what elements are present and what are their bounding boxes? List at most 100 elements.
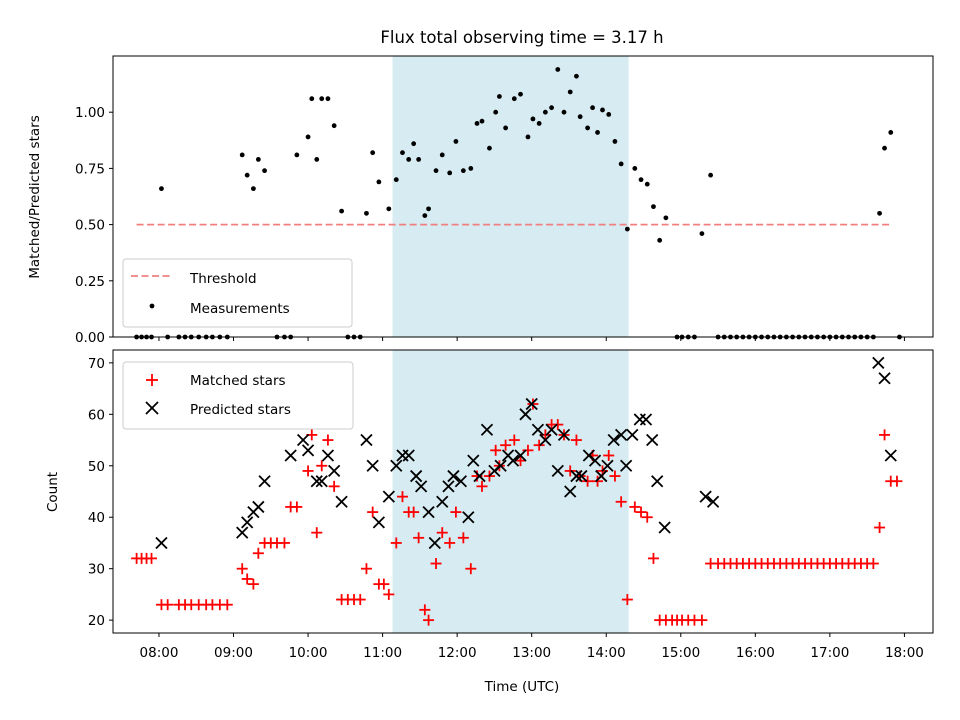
matched-star-point — [621, 594, 633, 606]
predicted-star-point — [301, 444, 315, 457]
bottom-highlight-band — [392, 350, 629, 633]
x-tick-label: 11:00 — [363, 645, 402, 661]
predicted-star-point — [447, 469, 460, 483]
predicted-star-point — [372, 516, 386, 529]
matched-star-point — [629, 501, 641, 513]
predicted-star-point — [551, 464, 564, 478]
y-tick-label: 30 — [88, 562, 105, 578]
measurement-point — [511, 96, 517, 102]
matched-star-point — [508, 434, 520, 446]
matched-star-point — [564, 465, 576, 477]
predicted-star-point — [525, 397, 538, 411]
y-tick-label: 0.00 — [75, 330, 105, 346]
top-highlight-band — [392, 56, 629, 337]
y-tick-label: 0.25 — [75, 274, 105, 290]
predicted-star-point — [390, 459, 403, 472]
x-tick-label: 15:00 — [661, 645, 700, 661]
legend-measurements-label: Measurements — [190, 301, 290, 317]
measurement-point — [416, 157, 422, 162]
y-tick-label: 0.75 — [75, 161, 105, 177]
measurement-point — [632, 166, 638, 171]
legend-measurements-swatch — [149, 303, 155, 309]
matched-star-point — [302, 465, 314, 477]
matched-stars-points — [131, 398, 903, 626]
measurement-point — [250, 186, 256, 192]
predicted-star-point — [588, 454, 602, 467]
measurement-point — [595, 130, 600, 135]
measurement-point — [663, 215, 669, 221]
x-tick-label: 10:00 — [289, 645, 328, 661]
predicted-star-point — [402, 449, 415, 462]
legend-predicted-swatch — [145, 401, 159, 415]
measurement-point — [618, 161, 624, 167]
predicted-star-point — [519, 408, 532, 421]
predicted-star-point — [258, 475, 271, 488]
matched-star-point — [582, 475, 594, 487]
matched-star-point — [146, 552, 158, 564]
predicted-star-point — [506, 454, 520, 467]
measurement-point — [244, 172, 250, 178]
measurement-point — [305, 134, 311, 140]
predicted-star-point — [564, 485, 577, 498]
top-axes-frame — [112, 55, 934, 338]
predicted-star-point — [651, 475, 664, 488]
matched-star-point — [533, 439, 545, 451]
predicted-star-point — [575, 469, 588, 483]
measurement-point — [422, 213, 428, 219]
matched-star-point — [367, 506, 379, 518]
measurement-point — [525, 134, 531, 140]
predicted-star-point — [706, 495, 720, 508]
predicted-star-point — [601, 459, 614, 472]
x-tick-label: 12:00 — [438, 645, 477, 661]
measurement-point — [600, 107, 605, 113]
measurement-point — [496, 94, 502, 99]
matched-star-point — [408, 506, 420, 518]
chart-title: Flux total observing time = 3.17 h — [380, 28, 663, 47]
matched-star-point — [450, 506, 462, 518]
measurement-point — [339, 208, 345, 214]
matched-star-point — [592, 475, 604, 487]
predicted-star-point — [310, 475, 323, 488]
measurement-point — [159, 186, 164, 192]
top-legend-box — [122, 258, 353, 328]
matched-star-point — [515, 455, 527, 467]
predicted-star-point — [619, 459, 633, 472]
predicted-star-point — [607, 433, 620, 447]
measurement-point — [638, 177, 644, 183]
measurement-point — [567, 89, 573, 95]
matched-star-point — [647, 552, 659, 564]
matched-star-point — [360, 563, 372, 575]
matched-star-point — [603, 449, 615, 461]
measurement-point — [590, 105, 595, 111]
measurement-point — [585, 125, 591, 131]
top-legend: Threshold Measurements — [122, 258, 353, 328]
measurement-point — [555, 67, 561, 72]
predicted-star-point — [646, 433, 659, 447]
predicted-star-point — [428, 536, 441, 550]
matched-star-point — [247, 578, 259, 590]
matched-star-point — [444, 537, 456, 549]
matched-star-point — [383, 588, 395, 600]
matched-star-point — [609, 470, 621, 482]
measurement-point — [493, 109, 499, 115]
predicted-star-point — [639, 413, 653, 426]
measurement-point — [503, 125, 509, 131]
matched-star-point — [423, 614, 435, 626]
measurement-point — [479, 118, 485, 124]
matched-star-point — [378, 578, 390, 590]
predicted-star-point — [473, 469, 486, 483]
predicted-star-point — [539, 433, 552, 447]
predicted-star-point — [410, 469, 423, 483]
measurement-point — [888, 130, 894, 135]
predicted-star-point — [436, 495, 449, 508]
y-tick-label: 40 — [88, 510, 105, 526]
predicted-star-point — [872, 356, 885, 370]
measurement-point — [439, 152, 445, 158]
predicted-star-point — [878, 372, 891, 385]
predicted-star-point — [284, 449, 297, 462]
bottom-panel: 20 30 40 50 60 70 08:00 09:00 10:00 11:00 12:00 13… — [45, 349, 934, 695]
top-panel: 0.00 0.25 0.50 0.75 1.00 Matched/Predicted s… — [27, 55, 934, 346]
predicted-star-point — [480, 423, 494, 436]
measurement-point — [411, 141, 417, 147]
